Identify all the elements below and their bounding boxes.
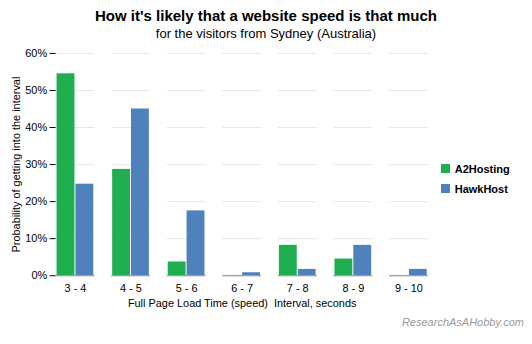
svg-text:20%: 20% bbox=[25, 195, 47, 207]
svg-text:40%: 40% bbox=[25, 121, 47, 133]
svg-text:8 - 9: 8 - 9 bbox=[342, 282, 364, 294]
svg-text:50%: 50% bbox=[25, 84, 47, 96]
html-text:HawkHost: HawkHost bbox=[454, 183, 508, 195]
svg-text:30%: 30% bbox=[25, 158, 47, 170]
svg-text:3 - 4: 3 - 4 bbox=[65, 282, 87, 294]
svg-text:60%: 60% bbox=[25, 47, 47, 59]
svg-text:10%: 10% bbox=[25, 232, 47, 244]
html-text:for the visitors from Sydney (: for the visitors from Sydney (Australia) bbox=[155, 26, 377, 41]
svg-text:Full Page Load Time (speed) I: Full Page Load Time (speed) Interval, se… bbox=[128, 297, 357, 309]
svg-text:7 - 8: 7 - 8 bbox=[287, 282, 309, 294]
html-text:A2Hosting: A2Hosting bbox=[454, 163, 510, 175]
svg-text:0%: 0% bbox=[31, 269, 47, 281]
svg-text:4 - 5: 4 - 5 bbox=[120, 282, 142, 294]
svg-text:6 - 7: 6 - 7 bbox=[231, 282, 253, 294]
svg-text:Probability of getting into th: Probability of getting into the interval bbox=[10, 77, 22, 253]
html-text:How it's likely that a website: How it's likely that a website speed is … bbox=[95, 7, 437, 24]
svg-text:5 - 6: 5 - 6 bbox=[176, 282, 198, 294]
html-text:ResearchAsAHobby.com: ResearchAsAHobby.com bbox=[401, 315, 524, 328]
svg-text:9 - 10: 9 - 10 bbox=[395, 282, 423, 294]
